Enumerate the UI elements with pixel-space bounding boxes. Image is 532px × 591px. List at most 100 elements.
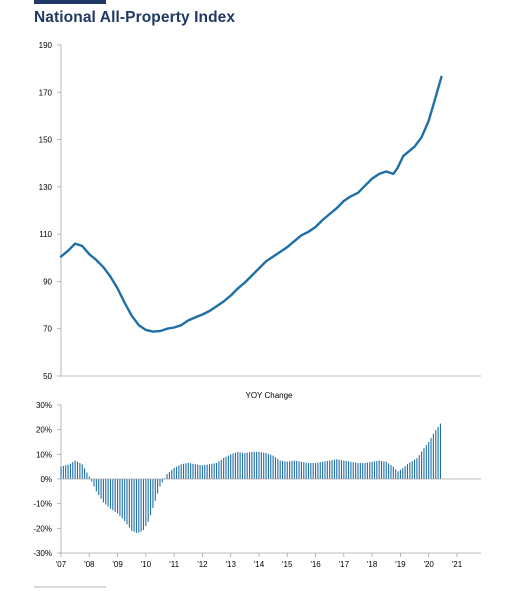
- yoy-bar: [421, 451, 423, 479]
- yoy-bar: [277, 458, 279, 479]
- yoy-bar: [100, 479, 102, 499]
- yoy-bar: [355, 462, 357, 479]
- yoy-bar: [150, 479, 152, 516]
- yoy-bar: [131, 479, 133, 531]
- yoy-bar: [204, 465, 206, 479]
- yoy-bar: [392, 466, 394, 479]
- index-series-line: [59, 75, 443, 333]
- yoy-bar: [81, 464, 83, 479]
- yoy-bar: [435, 430, 437, 479]
- yoy-bar: [267, 453, 269, 479]
- x-tick-label: '13: [225, 560, 236, 569]
- yoy-bar: [274, 457, 277, 479]
- yoy-bar: [279, 460, 281, 479]
- yoy-bar: [366, 462, 368, 479]
- yoy-bar: [145, 479, 147, 526]
- yoy-bar: [140, 479, 142, 532]
- yoy-bar: [362, 462, 364, 479]
- yoy-bar: [300, 461, 302, 479]
- yoy-bar: [161, 479, 163, 483]
- chart-title: National All-Property Index: [34, 9, 236, 26]
- yoy-bar: [397, 471, 399, 479]
- yoy-bar: [293, 460, 295, 479]
- yoy-bar: [265, 453, 267, 479]
- yoy-bar: [249, 452, 251, 479]
- yoy-bar: [180, 464, 182, 479]
- yoy-bar: [347, 461, 350, 479]
- yoy-bar: [317, 462, 319, 479]
- yoy-bar: [286, 461, 288, 479]
- yoy-bar: [369, 462, 371, 479]
- yoy-bar: [258, 451, 260, 479]
- yoy-bar: [192, 463, 194, 479]
- yoy-bar: [251, 451, 253, 479]
- yoy-bar: [190, 463, 192, 479]
- yoy-bar: [263, 452, 265, 479]
- y-tick-label: 50: [43, 372, 52, 381]
- yoy-bar: [225, 456, 227, 479]
- yoy-bar: [289, 461, 291, 479]
- yoy-bar: [305, 462, 307, 479]
- yoy-bar: [62, 465, 64, 479]
- yoy-bar: [230, 454, 232, 479]
- yoy-bar: [60, 466, 62, 479]
- yoy-bar: [331, 460, 333, 479]
- yoy-bar: [88, 476, 90, 479]
- yoy-bar: [428, 442, 430, 479]
- yoy-bar: [107, 479, 109, 507]
- yoy-bar: [183, 463, 185, 479]
- x-tick-label: '16: [310, 560, 321, 569]
- yoy-bar: [126, 479, 128, 525]
- yoy-chart-title: YOY Change: [246, 391, 294, 400]
- yoy-bar: [312, 462, 314, 479]
- yoy-bar: [201, 465, 203, 479]
- y-tick-label: 190: [39, 41, 53, 50]
- yoy-bar: [326, 460, 328, 479]
- yoy-bar: [291, 460, 293, 479]
- y-tick-label: 150: [39, 136, 53, 145]
- yoy-bar: [388, 463, 390, 479]
- yoy-bar: [409, 462, 411, 479]
- yoy-bar: [197, 464, 199, 479]
- yoy-bar: [437, 426, 439, 479]
- x-tick-label: '10: [141, 560, 152, 569]
- yoy-bar: [211, 463, 213, 479]
- yoy-bar: [282, 460, 284, 479]
- yoy-bar: [373, 461, 376, 479]
- yoy-bar: [423, 448, 425, 479]
- y-tick-label: 130: [39, 183, 53, 192]
- yoy-bar: [178, 465, 180, 479]
- yoy-bar: [256, 451, 258, 479]
- yoy-bar: [416, 458, 418, 479]
- yoy-bar: [307, 462, 310, 479]
- x-tick-label: '15: [282, 560, 293, 569]
- yoy-bar: [298, 461, 300, 479]
- yoy-bar: [135, 479, 137, 533]
- yoy-bar: [65, 465, 67, 479]
- yoy-bar: [430, 437, 432, 479]
- yoy-bar: [194, 464, 196, 479]
- yoy-bar: [98, 479, 100, 496]
- y-tick-label: 90: [43, 277, 52, 286]
- yoy-bar: [154, 479, 156, 501]
- title-accent-rule: [34, 0, 106, 4]
- yoy-bar: [164, 478, 166, 479]
- yoy-bar: [333, 459, 335, 479]
- yoy-bar: [109, 479, 112, 509]
- x-tick-label: '08: [84, 560, 95, 569]
- x-tick-label: '20: [423, 560, 434, 569]
- yoy-bar: [72, 462, 74, 479]
- yoy-bar: [119, 479, 121, 516]
- yoy-bar: [187, 462, 189, 479]
- yoy-bar: [324, 461, 326, 479]
- yoy-bar: [322, 461, 324, 479]
- yoy-bar: [329, 460, 331, 479]
- all-property-index-line-chart: 190 170 150 130 110 90 70 50: [39, 41, 481, 381]
- yoy-bar: [112, 479, 114, 511]
- yoy-bar: [114, 479, 116, 512]
- yoy-bar: [284, 461, 286, 479]
- yoy-bar: [246, 452, 248, 479]
- yoy-bar: [213, 463, 215, 479]
- yoy-bar: [303, 462, 305, 479]
- yoy-bar: [350, 461, 352, 479]
